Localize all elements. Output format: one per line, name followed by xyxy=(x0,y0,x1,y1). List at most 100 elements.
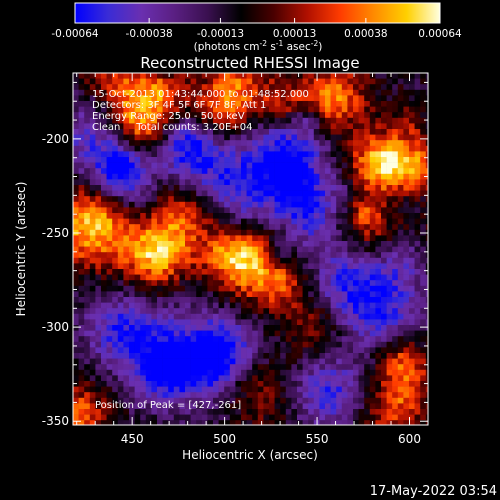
heatmap-cell xyxy=(89,84,96,91)
heatmap-cell xyxy=(224,308,231,315)
heatmap-cell xyxy=(106,257,113,264)
heatmap-cell xyxy=(101,179,107,186)
heatmap-cell xyxy=(263,179,270,186)
heatmap-cell xyxy=(319,308,326,315)
heatmap-cell xyxy=(95,280,102,287)
heatmap-cell xyxy=(347,101,354,107)
heatmap-cell xyxy=(347,252,354,259)
heatmap-cell xyxy=(157,263,163,270)
heatmap-cell xyxy=(392,347,399,354)
heatmap-cell xyxy=(397,280,404,287)
heatmap-cell xyxy=(179,274,186,281)
heatmap-cell xyxy=(140,280,147,287)
heatmap-cell xyxy=(308,280,315,287)
heatmap-cell xyxy=(84,420,91,425)
heatmap-cell xyxy=(392,235,399,242)
heatmap-cell xyxy=(364,386,371,393)
heatmap-cell xyxy=(269,229,275,236)
heatmap-cell xyxy=(381,224,387,231)
heatmap-cell xyxy=(185,269,191,275)
heatmap-cell xyxy=(358,269,365,275)
heatmap-cell xyxy=(386,257,393,264)
heatmap-cell xyxy=(173,73,180,79)
heatmap-cell xyxy=(257,151,264,158)
heatmap-cell xyxy=(241,353,247,359)
heatmap-cell xyxy=(246,95,253,102)
heatmap-cell xyxy=(196,201,203,208)
heatmap-cell xyxy=(308,291,315,298)
heatmap-cell xyxy=(425,274,428,281)
heatmap-cell xyxy=(224,341,231,348)
heatmap-cell xyxy=(117,168,124,175)
x-tick-label: 500 xyxy=(213,432,236,446)
heatmap-cell xyxy=(229,375,236,382)
heatmap-cell xyxy=(302,381,309,387)
heatmap-cell xyxy=(341,207,348,214)
heatmap-cell xyxy=(257,106,264,113)
heatmap-cell xyxy=(196,274,203,281)
heatmap-cell xyxy=(241,285,247,292)
heatmap-cell xyxy=(397,386,404,393)
heatmap-cell xyxy=(302,157,309,163)
heatmap-cell xyxy=(269,341,275,348)
heatmap-cell xyxy=(291,179,298,186)
heatmap-cell xyxy=(347,151,354,158)
heatmap-cell xyxy=(257,409,264,415)
heatmap-cell xyxy=(162,196,169,203)
heatmap-cell xyxy=(123,162,130,169)
heatmap-cell xyxy=(302,224,309,231)
heatmap-cell xyxy=(106,336,113,343)
heatmap-cell xyxy=(375,263,382,270)
heatmap-cell xyxy=(95,291,102,298)
heatmap-cell xyxy=(297,409,303,415)
heatmap-cell xyxy=(369,201,376,208)
heatmap-cell xyxy=(123,319,130,326)
heatmap-cell xyxy=(386,101,393,107)
heatmap-cell xyxy=(78,157,85,163)
heatmap-cell xyxy=(84,196,91,203)
heatmap-cell xyxy=(145,162,152,169)
heatmap-cell xyxy=(330,235,337,242)
heatmap-cell xyxy=(257,252,264,259)
heatmap-cell xyxy=(280,185,287,191)
heatmap-cell xyxy=(386,308,393,315)
heatmap-cell xyxy=(269,84,275,91)
heatmap-cell xyxy=(123,112,130,119)
heatmap-cell xyxy=(73,325,79,331)
heatmap-cell xyxy=(157,269,163,275)
heatmap-cell xyxy=(364,151,371,158)
heatmap-cell xyxy=(151,291,158,298)
heatmap-cell xyxy=(106,241,113,247)
heatmap-cell xyxy=(101,330,107,337)
heatmap-cell xyxy=(386,364,393,371)
heatmap-cell xyxy=(145,257,152,264)
heatmap-cell xyxy=(420,168,427,175)
heatmap-cell xyxy=(336,347,343,354)
heatmap-cell xyxy=(134,213,141,219)
heatmap-cell xyxy=(235,78,242,85)
heatmap-cell xyxy=(397,269,404,275)
heatmap-cell xyxy=(257,397,264,404)
heatmap-cell xyxy=(313,353,320,359)
heatmap-cell xyxy=(246,112,253,119)
heatmap-cell xyxy=(213,397,219,404)
heatmap-cell xyxy=(145,201,152,208)
heatmap-cell xyxy=(101,89,107,96)
heatmap-cell xyxy=(213,330,219,337)
heatmap-cell xyxy=(280,403,287,410)
heatmap-cell xyxy=(375,213,382,219)
heatmap-cell xyxy=(347,285,354,292)
heatmap-cell xyxy=(95,414,102,421)
heatmap-cell xyxy=(386,302,393,309)
heatmap-cell xyxy=(229,386,236,393)
heatmap-cell xyxy=(84,353,91,359)
heatmap-cell xyxy=(73,330,79,337)
heatmap-cell xyxy=(207,140,214,147)
heatmap-cell xyxy=(263,201,270,208)
heatmap-cell xyxy=(325,297,331,303)
heatmap-cell xyxy=(89,157,96,163)
heatmap-cell xyxy=(201,274,208,281)
heatmap-cell xyxy=(145,140,152,147)
heatmap-cell xyxy=(101,224,107,231)
heatmap-cell xyxy=(414,386,421,393)
